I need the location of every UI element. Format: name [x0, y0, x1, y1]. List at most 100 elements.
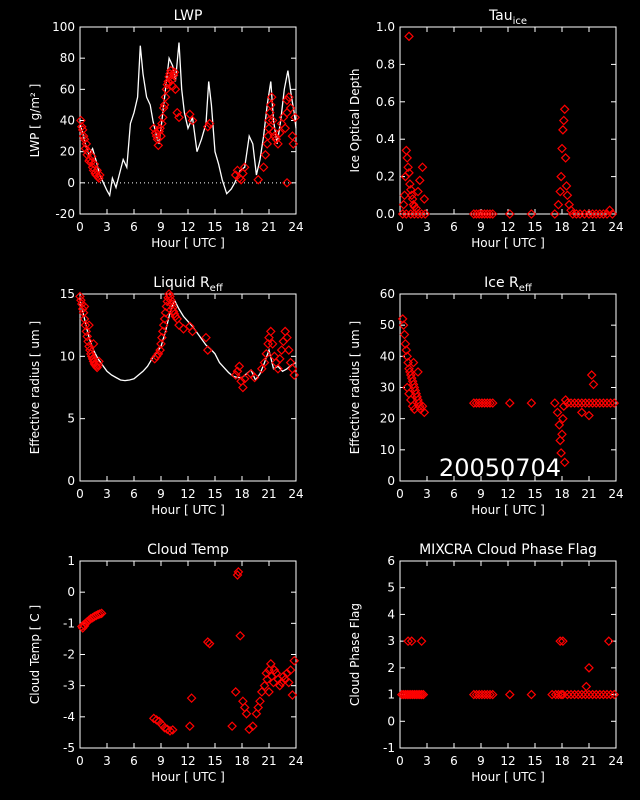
- data-point-diamond: [271, 134, 282, 145]
- data-point-diamond: [94, 170, 105, 180]
- x-tick-label: 18: [234, 220, 249, 234]
- data-point-diamond: [153, 140, 164, 151]
- y-axis-label: Effective radius [ um ]: [348, 321, 362, 454]
- data-point-diamond: [526, 209, 537, 219]
- data-point-diamond: [230, 687, 241, 697]
- data-point-diamond: [80, 320, 91, 331]
- data-point-diamond: [274, 128, 285, 138]
- data-point-diamond: [239, 162, 250, 173]
- data-point-diamond: [276, 345, 287, 355]
- data-point-diamond: [87, 162, 98, 173]
- data-point-diamond: [148, 123, 159, 134]
- y-tick-label: 1.0: [376, 20, 395, 34]
- data-point-diamond: [278, 671, 289, 682]
- y-tick-label: 0: [67, 585, 75, 599]
- data-point-diamond: [399, 190, 410, 201]
- data-point-diamond: [157, 332, 167, 343]
- data-point-diamond: [258, 162, 269, 173]
- data-point-diamond: [397, 314, 408, 324]
- x-tick-label: 6: [450, 487, 458, 501]
- data-point-diamond: [560, 395, 571, 405]
- data-point-diamond: [168, 306, 179, 317]
- data-point-diamond: [274, 680, 285, 691]
- data-point-diamond: [256, 687, 267, 697]
- data-point-diamond: [605, 398, 616, 408]
- data-point-diamond: [156, 131, 166, 141]
- data-point-diamond: [166, 299, 177, 309]
- data-point-diamond: [408, 357, 419, 368]
- data-point-diamond: [151, 351, 162, 362]
- x-tick-label: 0: [76, 754, 84, 768]
- data-point-diamond: [280, 123, 291, 134]
- y-axis-label: Cloud Temp [ C ]: [28, 605, 42, 704]
- data-point-diamond: [159, 314, 170, 324]
- chart-title: Cloud Temp: [147, 542, 229, 558]
- data-point-diamond: [165, 291, 175, 302]
- x-tick-label: 15: [207, 487, 222, 501]
- data-point-diamond: [161, 84, 172, 95]
- x-tick-label: 3: [103, 487, 111, 501]
- data-point-diamond: [253, 174, 264, 185]
- chart-liq: Liquid Reff 0 3 6 9 12 15 18 21 24 0 5 10 15 Hour [ UT…: [28, 275, 304, 517]
- y-tick-label: 2: [387, 661, 395, 675]
- data-point-diamond: [235, 630, 246, 641]
- data-point-diamond: [581, 681, 592, 692]
- data-point-diamond: [580, 398, 591, 408]
- data-point-diamond: [569, 398, 580, 408]
- x-tick-label: 3: [423, 220, 431, 234]
- data-point-diamond: [82, 331, 93, 342]
- data-point-diamond: [398, 199, 409, 210]
- data-point-diamond: [397, 209, 408, 219]
- data-point-diamond: [562, 689, 573, 700]
- data-point-diamond: [400, 339, 411, 349]
- x-tick-label: 6: [450, 220, 458, 234]
- data-point-diamond: [552, 407, 563, 418]
- y-tick-label: 0: [67, 474, 75, 488]
- data-point-diamond: [79, 314, 90, 324]
- data-point-diamond: [557, 429, 567, 440]
- data-point-diamond: [609, 689, 620, 700]
- data-point-diamond: [261, 668, 272, 679]
- data-point-diamond: [249, 372, 260, 383]
- data-point-diamond: [269, 665, 280, 675]
- x-tick-label: 9: [477, 220, 485, 234]
- data-point-diamond: [584, 209, 594, 219]
- x-tick-label: 12: [180, 220, 195, 234]
- data-point-diamond: [420, 209, 431, 219]
- data-point-diamond: [558, 125, 568, 135]
- data-point-diamond: [76, 295, 86, 306]
- data-point-diamond: [598, 209, 609, 219]
- data-point-diamond: [233, 567, 244, 577]
- data-point-diamond: [77, 623, 88, 633]
- data-point-diamond: [186, 693, 197, 703]
- chart-ice: Ice Reff 0 3 6 9 12 15 18 21 24 0 10 20 30 40 50 60 Hour …: [348, 275, 624, 517]
- data-point-diamond: [259, 680, 270, 691]
- data-point-diamond: [558, 413, 568, 424]
- data-point-diamond: [594, 209, 605, 219]
- data-point-diamond: [555, 636, 566, 646]
- data-point-diamond: [547, 689, 557, 700]
- data-point-diamond: [89, 159, 100, 169]
- chart-title: Liquid Reff: [153, 275, 224, 294]
- data-point-diamond: [282, 668, 292, 679]
- data-point-diamond: [587, 689, 598, 700]
- y-tick-label: -4: [63, 710, 75, 724]
- data-point-diamond: [403, 636, 413, 646]
- x-tick-label: 9: [157, 487, 165, 501]
- data-point-diamond: [166, 295, 176, 306]
- y-tick-label: 20: [60, 145, 75, 159]
- data-point-diamond: [264, 115, 274, 126]
- data-point-diamond: [170, 84, 181, 95]
- data-point-diamond: [586, 370, 597, 380]
- data-point-diamond: [253, 702, 264, 713]
- data-point-diamond: [263, 131, 273, 141]
- data-point-diamond: [584, 398, 594, 408]
- chart-title: Tauice: [488, 8, 527, 27]
- data-point-diamond: [156, 339, 166, 349]
- x-tick-label: 3: [423, 487, 431, 501]
- data-point-diamond: [174, 112, 184, 123]
- x-axis-label: Hour [ UTC ]: [471, 503, 545, 517]
- data-point-diamond: [559, 457, 570, 468]
- data-point-diamond: [274, 353, 285, 364]
